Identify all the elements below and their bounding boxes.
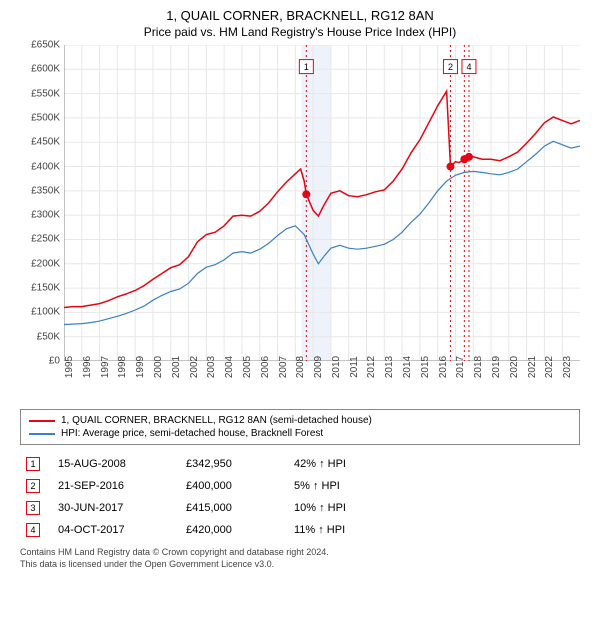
chart-area: £0 £50K £100K £150K £200K £250K £300K £350K £400… xyxy=(20,45,580,405)
transaction-diff: 42% ↑ HPI xyxy=(294,458,394,470)
y-tick-label: £350K xyxy=(31,185,60,196)
x-tick-label: 2008 xyxy=(295,356,306,378)
chart-subtitle: Price paid vs. HM Land Registry's House … xyxy=(20,25,580,39)
y-tick-label: £400K xyxy=(31,161,60,172)
transaction-date: 15-AUG-2008 xyxy=(58,458,168,470)
transaction-price: £415,000 xyxy=(186,502,276,514)
transaction-price: £342,950 xyxy=(186,458,276,470)
transaction-diff: 5% ↑ HPI xyxy=(294,480,394,492)
transactions-table: 1 15-AUG-2008 £342,950 42% ↑ HPI 2 21-SEP-201… xyxy=(20,453,580,541)
x-tick-label: 2005 xyxy=(242,356,253,378)
footer-line-2: This data is licensed under the Open Gov… xyxy=(20,559,580,571)
chart-title: 1, QUAIL CORNER, BRACKNELL, RG12 8AN xyxy=(20,8,580,23)
x-tick-label: 1999 xyxy=(135,356,146,378)
plot-svg: 1 2 4 xyxy=(64,45,580,361)
y-tick-label: £100K xyxy=(31,307,60,318)
x-tick-label: 2016 xyxy=(438,356,449,378)
transaction-date: 30-JUN-2017 xyxy=(58,502,168,514)
transaction-row: 4 04-OCT-2017 £420,000 11% ↑ HPI xyxy=(20,519,580,541)
transaction-row: 3 30-JUN-2017 £415,000 10% ↑ HPI xyxy=(20,497,580,519)
x-tick-label: 2007 xyxy=(278,356,289,378)
legend-row: HPI: Average price, semi-detached house,… xyxy=(29,427,571,440)
y-tick-label: £0 xyxy=(49,356,60,367)
x-tick-label: 1997 xyxy=(100,356,111,378)
transaction-price: £400,000 xyxy=(186,480,276,492)
transaction-date: 21-SEP-2016 xyxy=(58,480,168,492)
x-tick-label: 2023 xyxy=(562,356,573,378)
x-tick-label: 2021 xyxy=(527,356,538,378)
x-tick-label: 2010 xyxy=(331,356,342,378)
legend-swatch xyxy=(29,433,55,435)
transaction-price: £420,000 xyxy=(186,524,276,536)
x-tick-label: 2015 xyxy=(420,356,431,378)
y-tick-label: £150K xyxy=(31,283,60,294)
transaction-marker: 4 xyxy=(26,523,40,537)
y-tick-label: £600K xyxy=(31,64,60,75)
legend-label: 1, QUAIL CORNER, BRACKNELL, RG12 8AN (se… xyxy=(61,415,372,426)
y-tick-label: £50K xyxy=(37,331,60,342)
transaction-row: 2 21-SEP-2016 £400,000 5% ↑ HPI xyxy=(20,475,580,497)
x-tick-label: 2004 xyxy=(224,356,235,378)
x-tick-label: 1995 xyxy=(64,356,75,378)
x-tick-label: 1996 xyxy=(82,356,93,378)
x-tick-label: 2002 xyxy=(189,356,200,378)
transaction-diff: 11% ↑ HPI xyxy=(294,524,394,536)
svg-text:1: 1 xyxy=(304,62,309,72)
y-tick-label: £650K xyxy=(31,40,60,51)
transaction-marker: 3 xyxy=(26,501,40,515)
transaction-date: 04-OCT-2017 xyxy=(58,524,168,536)
y-tick-label: £500K xyxy=(31,112,60,123)
x-tick-label: 2006 xyxy=(260,356,271,378)
transaction-marker: 1 xyxy=(26,457,40,471)
x-tick-label: 2018 xyxy=(473,356,484,378)
x-tick-label: 2013 xyxy=(384,356,395,378)
y-tick-label: £200K xyxy=(31,258,60,269)
x-tick-label: 2003 xyxy=(206,356,217,378)
legend-row: 1, QUAIL CORNER, BRACKNELL, RG12 8AN (se… xyxy=(29,414,571,427)
legend: 1, QUAIL CORNER, BRACKNELL, RG12 8AN (se… xyxy=(20,409,580,445)
x-tick-label: 2020 xyxy=(509,356,520,378)
legend-swatch xyxy=(29,420,55,422)
footer-attribution: Contains HM Land Registry data © Crown c… xyxy=(20,547,580,570)
x-tick-label: 2014 xyxy=(402,356,413,378)
x-axis-ticks: 1995199619971998199920002001200220032004… xyxy=(64,363,580,405)
x-tick-label: 2012 xyxy=(366,356,377,378)
y-tick-label: £450K xyxy=(31,137,60,148)
footer-line-1: Contains HM Land Registry data © Crown c… xyxy=(20,547,580,559)
transaction-row: 1 15-AUG-2008 £342,950 42% ↑ HPI xyxy=(20,453,580,475)
legend-label: HPI: Average price, semi-detached house,… xyxy=(61,428,323,439)
y-tick-label: £300K xyxy=(31,210,60,221)
x-tick-label: 2017 xyxy=(455,356,466,378)
svg-text:2: 2 xyxy=(448,62,453,72)
x-tick-label: 2022 xyxy=(544,356,555,378)
x-tick-label: 2019 xyxy=(491,356,502,378)
x-tick-label: 2009 xyxy=(313,356,324,378)
x-tick-label: 2011 xyxy=(349,356,360,378)
transaction-diff: 10% ↑ HPI xyxy=(294,502,394,514)
y-tick-label: £250K xyxy=(31,234,60,245)
plot-area: 1 2 4 xyxy=(64,45,580,361)
y-axis-ticks: £0£50K£100K£150K£200K£250K£300K£350K£400… xyxy=(20,45,62,361)
transaction-marker: 2 xyxy=(26,479,40,493)
svg-text:4: 4 xyxy=(466,62,471,72)
x-tick-label: 1998 xyxy=(117,356,128,378)
x-tick-label: 2000 xyxy=(153,356,164,378)
y-tick-label: £550K xyxy=(31,88,60,99)
chart-container: 1, QUAIL CORNER, BRACKNELL, RG12 8AN Pri… xyxy=(0,0,600,620)
x-tick-label: 2001 xyxy=(171,356,182,378)
